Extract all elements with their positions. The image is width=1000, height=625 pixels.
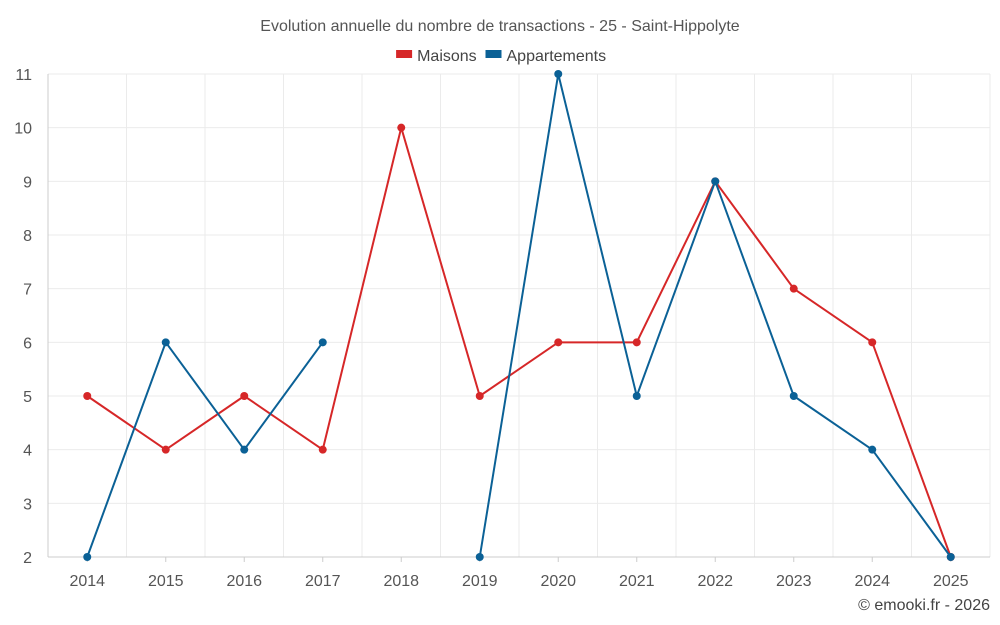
appartements-point[interactable] <box>161 338 170 347</box>
appartements-point[interactable] <box>318 338 327 347</box>
series <box>83 70 955 561</box>
x-tick-label: 2017 <box>305 573 341 590</box>
credit-text: © emooki.fr - 2026 <box>858 597 990 614</box>
x-tick-label: 2019 <box>462 573 498 590</box>
x-tick-label: 2014 <box>69 573 105 590</box>
maisons-legend-swatch[interactable] <box>396 50 413 58</box>
x-tick-label: 2015 <box>148 573 184 590</box>
x-tick-label: 2023 <box>776 573 812 590</box>
y-tick-label: 2 <box>23 550 32 567</box>
x-tick-label: 2024 <box>854 573 890 590</box>
axes: 2 3 4 5 6 7 8 9 10 11 2014 2015 2016 2017 2018 2019 2020… <box>14 67 990 590</box>
maisons-line <box>86 126 952 558</box>
y-tick-label: 9 <box>23 174 32 191</box>
maisons-point[interactable] <box>240 392 249 400</box>
appartements-point[interactable] <box>711 177 720 186</box>
appartements-point[interactable] <box>554 70 563 78</box>
maisons-point[interactable] <box>318 445 327 454</box>
maisons-point[interactable] <box>161 445 170 454</box>
appartements-point[interactable] <box>789 392 798 400</box>
x-tick-label: 2022 <box>697 573 733 590</box>
appartements-point[interactable] <box>83 553 92 561</box>
appartements-point[interactable] <box>475 553 484 561</box>
x-tick-label: 2016 <box>226 573 262 590</box>
chart-title: Evolution annuelle du nombre de transact… <box>260 18 739 35</box>
maisons-point[interactable] <box>397 123 406 132</box>
y-tick-label: 6 <box>23 335 32 352</box>
maisons-point[interactable] <box>475 392 484 400</box>
maisons-point[interactable] <box>83 392 92 400</box>
y-tick-label: 10 <box>14 121 32 138</box>
maisons-point[interactable] <box>632 338 641 347</box>
appartements-point[interactable] <box>868 445 877 454</box>
y-tick-label: 3 <box>23 496 32 513</box>
appartements-line <box>86 341 324 558</box>
y-tick-label: 5 <box>23 389 32 406</box>
x-tick-label: 2021 <box>619 573 655 590</box>
appartements-legend-swatch[interactable] <box>485 50 502 58</box>
y-tick-label: 4 <box>23 443 32 460</box>
maisons-point[interactable] <box>789 284 798 293</box>
appartements-point[interactable] <box>946 553 955 561</box>
legend: Maisons Appartements <box>396 48 606 65</box>
appartements-line <box>478 73 952 558</box>
appartements-point[interactable] <box>240 445 249 454</box>
maisons-point[interactable] <box>554 338 563 347</box>
maisons-legend-label[interactable]: Maisons <box>417 48 477 65</box>
x-tick-label: 2020 <box>540 573 576 590</box>
y-tick-label: 11 <box>15 67 32 84</box>
y-tick-label: 7 <box>23 282 32 299</box>
x-tick-label: 2025 <box>933 573 969 590</box>
maisons-point[interactable] <box>868 338 877 347</box>
appartements-point[interactable] <box>632 392 641 400</box>
x-tick-label: 2018 <box>383 573 419 590</box>
y-tick-label: 8 <box>23 228 32 245</box>
appartements-legend-label[interactable]: Appartements <box>507 48 607 65</box>
